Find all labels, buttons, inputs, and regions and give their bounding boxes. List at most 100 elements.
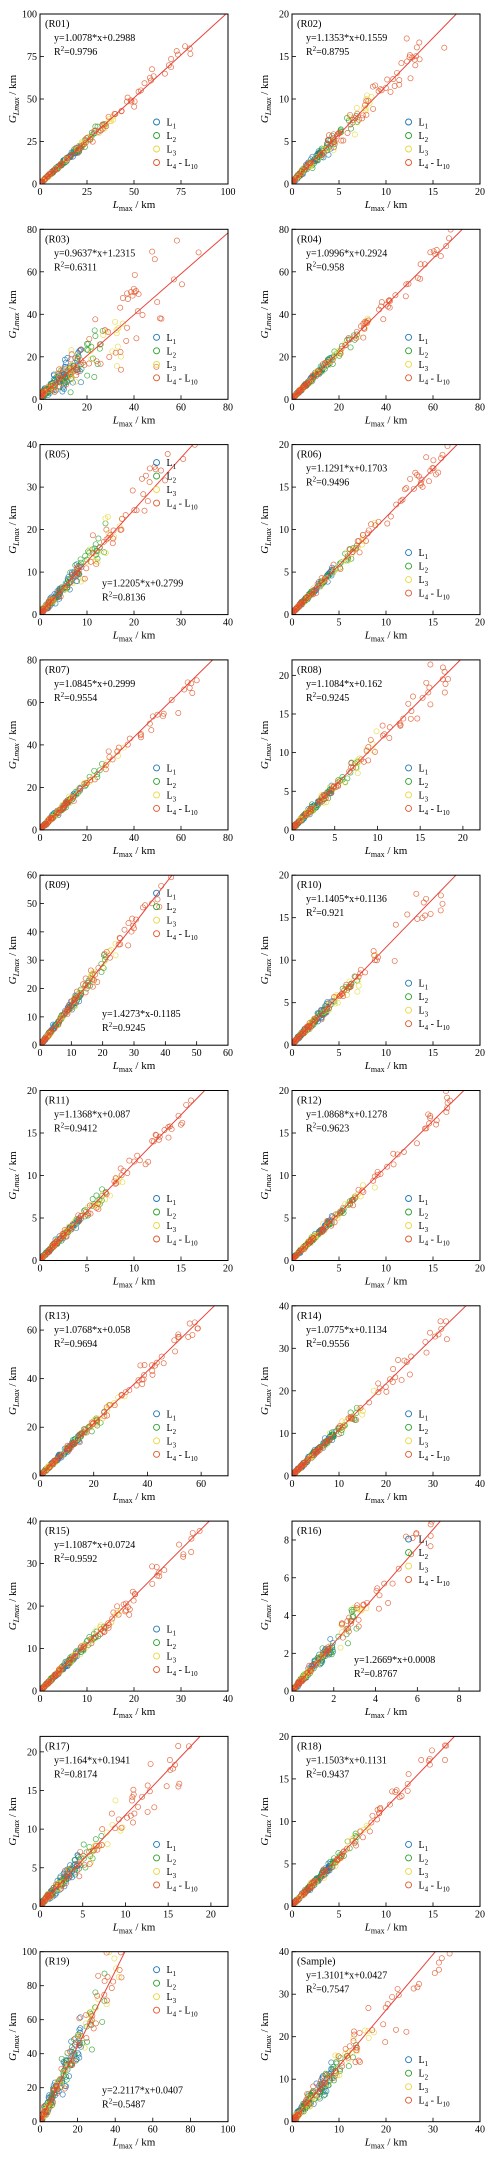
regression-equation: y=1.1084*x+0.162: [306, 679, 382, 690]
data-point: [109, 540, 116, 547]
data-point: [47, 1247, 53, 1254]
data-point: [56, 375, 63, 382]
data-point: [83, 780, 90, 787]
legend-item: L4 - L10: [419, 804, 451, 817]
data-point: [58, 160, 65, 167]
data-point: [386, 304, 393, 311]
y-tick-label: 40: [27, 740, 37, 751]
y-tick-label: 20: [279, 871, 289, 882]
x-axis-label: Lmax / km: [112, 199, 156, 213]
data-point: [358, 756, 365, 763]
data-point: [150, 73, 157, 80]
legend-item: L1: [419, 763, 429, 776]
y-axis-label: GLmax / km: [7, 290, 21, 339]
data-point: [105, 530, 112, 537]
y-tick-label: 0: [284, 1041, 289, 1052]
legend-marker: [153, 1222, 161, 1229]
legend-marker: [153, 374, 161, 382]
data-point: [360, 1189, 367, 1195]
data-point: [186, 1320, 193, 1327]
data-point: [442, 681, 449, 687]
data-point: [311, 1017, 318, 1024]
data-point: [365, 97, 372, 104]
x-tick-label: 30: [176, 618, 186, 629]
data-point: [43, 821, 50, 828]
data-point: [71, 998, 77, 1005]
panel-label: (R11): [45, 1096, 70, 1107]
data-point: [297, 172, 304, 179]
y-tick-label: 30: [27, 483, 37, 494]
data-point: [429, 465, 436, 472]
data-point: [355, 116, 362, 123]
panel-label: (R12): [297, 1096, 322, 1107]
data-point: [64, 366, 71, 373]
data-point: [48, 814, 55, 821]
legend-item: L3: [419, 790, 429, 803]
x-axis-label: Lmax / km: [112, 1060, 156, 1074]
x-tick-label: 5: [332, 833, 337, 844]
data-point: [354, 544, 361, 550]
data-point: [185, 1333, 192, 1340]
data-point: [82, 139, 89, 146]
x-tick-label: 20: [98, 1048, 108, 1059]
data-point: [344, 553, 351, 560]
y-tick-label: 20: [27, 1423, 37, 1434]
y-tick-label: 40: [27, 310, 37, 321]
data-point: [362, 318, 369, 325]
data-point: [106, 1192, 113, 1199]
data-point: [75, 1212, 82, 1219]
data-point: [56, 1236, 63, 1243]
y-tick-label: 0: [32, 610, 37, 621]
data-point: [50, 169, 57, 175]
data-point: [413, 44, 420, 51]
data-point: [133, 335, 140, 342]
x-tick-label: 5: [337, 1048, 342, 1059]
data-point: [57, 806, 63, 813]
legend-marker: [405, 764, 413, 772]
data-point: [177, 1121, 184, 1128]
data-point: [99, 121, 106, 128]
data-point: [331, 1000, 338, 1007]
data-point: [313, 373, 320, 379]
data-point: [378, 87, 385, 94]
data-point: [77, 346, 84, 353]
y-tick-label: 60: [27, 698, 37, 709]
y-axis-label: GLmax / km: [259, 936, 273, 985]
data-point: [63, 381, 70, 388]
y-tick-label: 20: [27, 783, 37, 794]
data-point: [325, 141, 332, 148]
data-point: [422, 912, 429, 919]
legend-marker: [405, 993, 413, 1001]
data-point: [105, 534, 112, 541]
fit-line: [292, 659, 461, 830]
r-squared: R2=0.6311: [54, 260, 97, 273]
data-point: [329, 1000, 336, 1007]
x-tick-label: 50: [192, 1048, 202, 1059]
x-tick-label: 0: [290, 833, 295, 844]
y-axis-label: GLmax / km: [7, 74, 21, 123]
data-point: [55, 589, 62, 596]
legend-marker: [153, 118, 161, 126]
y-axis-label: GLmax / km: [259, 74, 273, 123]
x-tick-label: 0: [38, 1048, 43, 1059]
data-point: [45, 1032, 52, 1039]
data-point: [403, 485, 410, 492]
data-point: [102, 515, 109, 522]
data-point: [151, 256, 158, 263]
data-point: [93, 561, 100, 568]
x-tick-label: 40: [129, 402, 139, 413]
y-tick-label: 80: [279, 225, 289, 236]
legend-marker: [405, 777, 413, 785]
data-point: [336, 130, 343, 136]
data-point: [77, 361, 84, 368]
data-point: [126, 1157, 133, 1164]
legend-marker: [405, 791, 413, 799]
legend-item: L4 - L10: [167, 158, 199, 171]
data-point: [365, 527, 372, 534]
r-squared: R2=0.958: [306, 260, 344, 273]
data-point: [317, 150, 324, 157]
y-tick-label: 10: [279, 525, 289, 536]
